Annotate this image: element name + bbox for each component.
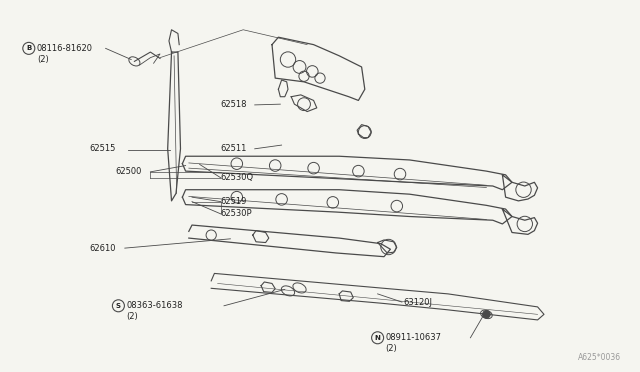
Text: A625*0036: A625*0036 bbox=[578, 353, 621, 362]
Text: (2): (2) bbox=[127, 312, 138, 321]
Text: N: N bbox=[374, 335, 381, 341]
Text: (2): (2) bbox=[385, 344, 397, 353]
Text: 62500: 62500 bbox=[115, 167, 141, 176]
Text: 62511: 62511 bbox=[221, 144, 247, 153]
Text: 62518: 62518 bbox=[221, 100, 247, 109]
Text: S: S bbox=[116, 303, 121, 309]
Text: 62519: 62519 bbox=[221, 197, 247, 206]
Text: 62610: 62610 bbox=[90, 244, 116, 253]
Text: 62530Q: 62530Q bbox=[221, 173, 254, 182]
Text: (2): (2) bbox=[36, 55, 49, 64]
Text: B: B bbox=[26, 45, 31, 51]
Text: 62515: 62515 bbox=[90, 144, 116, 153]
Circle shape bbox=[483, 311, 490, 318]
Text: 62530P: 62530P bbox=[221, 209, 252, 218]
Text: 08363-61638: 08363-61638 bbox=[127, 301, 183, 310]
Text: 63120J: 63120J bbox=[403, 298, 432, 307]
Text: 08911-10637: 08911-10637 bbox=[385, 333, 442, 342]
Text: 08116-81620: 08116-81620 bbox=[36, 44, 93, 53]
